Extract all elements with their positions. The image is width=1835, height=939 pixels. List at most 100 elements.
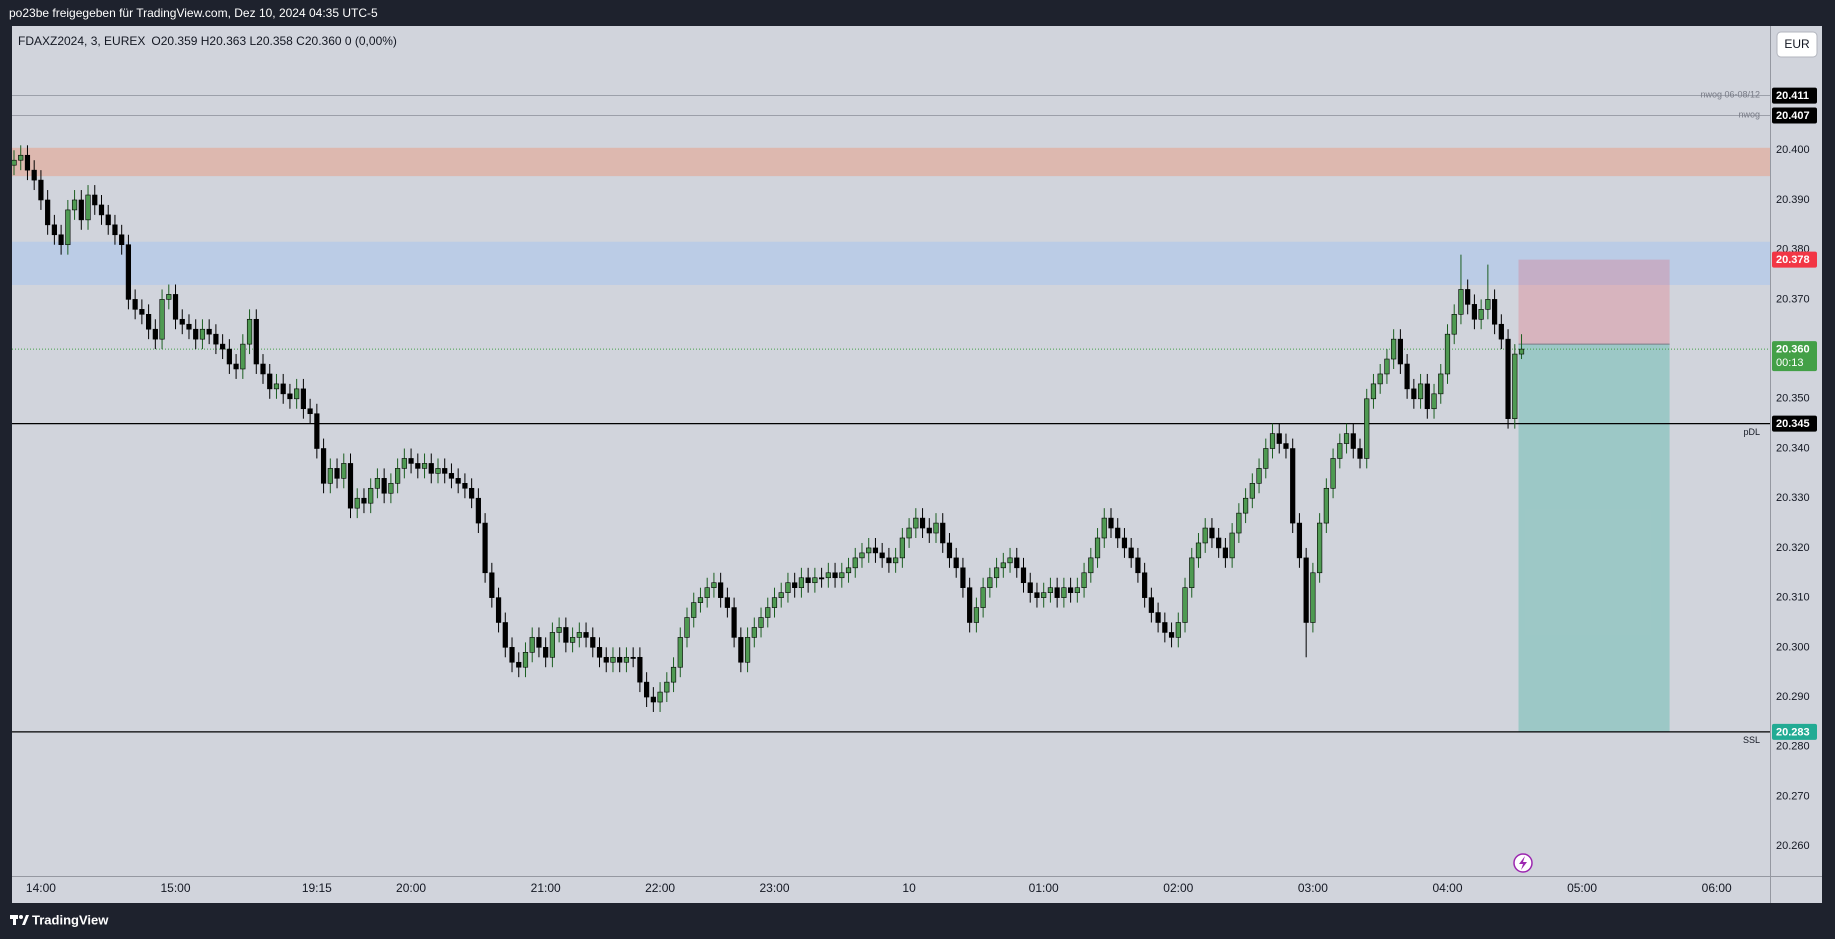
candle-body	[267, 373, 273, 390]
currency-label[interactable]: EUR	[1784, 37, 1810, 51]
candle-body	[1209, 527, 1215, 539]
candle-body	[603, 656, 609, 663]
x-tick-label: 02:00	[1163, 881, 1193, 895]
candle-body	[1034, 592, 1040, 598]
candle-body	[1296, 522, 1303, 559]
candle-body	[388, 483, 394, 494]
candle-body	[401, 458, 407, 469]
candle-body	[1384, 358, 1390, 375]
level-price: 20.411	[1776, 90, 1809, 102]
candle-body	[159, 299, 165, 340]
candle-body	[1512, 353, 1518, 419]
candle-body	[1256, 468, 1262, 484]
candle-body	[778, 592, 784, 598]
candle-body	[583, 632, 589, 638]
candle-body	[12, 159, 17, 166]
candle-body	[1310, 572, 1316, 623]
candle-body	[307, 408, 313, 415]
candle-body	[45, 199, 51, 226]
candle-body	[569, 637, 576, 643]
candle-body	[1007, 557, 1013, 564]
level-label: SSL	[1743, 735, 1760, 745]
candle-body	[354, 497, 360, 509]
candle-body	[771, 597, 778, 608]
candle-body	[953, 557, 959, 569]
candle-body	[697, 597, 704, 603]
candle-body	[1431, 393, 1437, 410]
candle-body	[785, 582, 791, 593]
candle-body	[1303, 557, 1309, 623]
level-price-box	[1772, 87, 1817, 104]
candle-body	[469, 487, 475, 499]
candle-body	[78, 199, 84, 221]
candle-body	[58, 234, 64, 246]
candle-body	[1135, 557, 1141, 574]
candle-body	[253, 318, 259, 365]
candle-body	[489, 572, 495, 598]
candle-body	[596, 647, 603, 658]
candle-body	[152, 328, 158, 340]
target-price: 20.283	[1776, 726, 1810, 738]
candle-body	[1317, 522, 1323, 574]
candle-body	[1101, 517, 1107, 539]
y-tick-label: 20.330	[1776, 492, 1810, 504]
candle-body	[213, 333, 219, 345]
y-tick-label: 20.300	[1776, 641, 1810, 653]
candle-body	[233, 363, 239, 370]
candle-body	[1290, 448, 1296, 524]
candle-body	[1202, 527, 1208, 544]
candle-body	[993, 567, 1000, 579]
candle-body	[1242, 497, 1249, 514]
candle-body	[1121, 537, 1128, 549]
candle-body	[664, 681, 670, 693]
candle-body	[691, 602, 697, 618]
candle-body	[1444, 333, 1451, 375]
alert-bolt	[1519, 856, 1527, 870]
candle-body	[549, 632, 555, 658]
candle-body	[125, 244, 132, 300]
candle-body	[946, 542, 953, 559]
candle-body	[119, 234, 125, 246]
candle-body	[1465, 289, 1471, 305]
candle-body	[711, 582, 717, 588]
candle-body	[1054, 587, 1060, 598]
currency-button[interactable]	[1776, 31, 1818, 58]
candle-body	[872, 547, 879, 554]
candle-body	[1195, 542, 1202, 559]
candle-body	[1377, 373, 1383, 385]
candle-body	[576, 632, 582, 638]
candle-body	[482, 522, 488, 574]
candle-body	[381, 478, 387, 494]
stop-price-box	[1772, 251, 1817, 268]
candle-body	[287, 393, 293, 400]
candle-body	[334, 468, 340, 479]
candle-body	[327, 468, 333, 484]
candle-body	[294, 388, 300, 400]
candle-body	[812, 577, 818, 584]
candle-body	[31, 169, 37, 181]
candle-body	[1323, 487, 1329, 524]
candle-body	[1337, 443, 1343, 459]
level-price-box	[1772, 415, 1817, 432]
candle-body	[751, 627, 757, 638]
candle-body	[1155, 612, 1161, 623]
candle-body	[556, 627, 562, 633]
candle-body	[704, 587, 710, 598]
candle-body	[199, 328, 206, 340]
candle-body	[1330, 458, 1336, 489]
candle-body	[421, 463, 428, 469]
candle-body	[1518, 348, 1525, 355]
level-price: 20.345	[1776, 418, 1810, 430]
candle-body	[798, 577, 805, 588]
candle-body	[1000, 562, 1006, 569]
candle-body	[1485, 299, 1491, 310]
candle-body	[139, 309, 145, 315]
candle-body	[637, 656, 643, 683]
candle-body	[899, 537, 905, 559]
candle-body	[314, 413, 320, 449]
candle-body	[1229, 532, 1235, 559]
y-tick-label: 20.400	[1776, 144, 1810, 156]
candle-body	[832, 572, 838, 579]
